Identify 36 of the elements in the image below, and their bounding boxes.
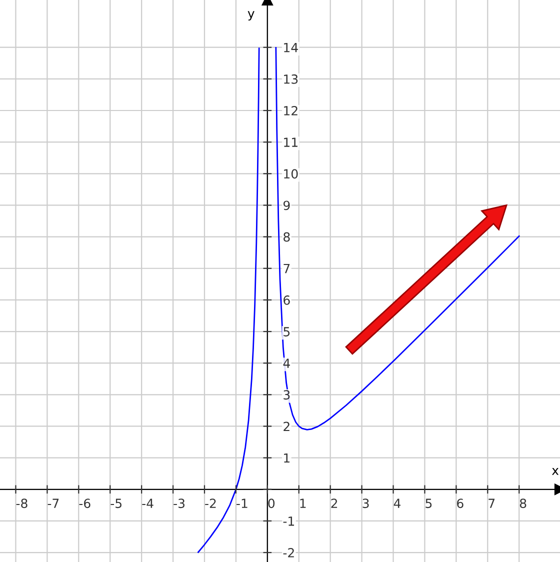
y-tick-label: 3 [284, 390, 290, 400]
x-tick-label: -1 [236, 498, 248, 508]
y-tick-label: 1 [284, 453, 290, 463]
y-tick-label: 13 [284, 74, 298, 84]
y-tick-label: 6 [284, 295, 290, 305]
y-tick-label: 9 [283, 200, 290, 210]
line-series [198, 48, 260, 553]
x-tick-label: 3 [362, 498, 369, 508]
x-tick-label: 2 [331, 498, 338, 508]
x-tick-label: -3 [174, 498, 184, 508]
x-tick-label: -7 [48, 498, 59, 508]
x-tick-label: 8 [520, 498, 526, 508]
x-tick-label: 7 [488, 498, 495, 508]
y-tick-label: 8 [284, 232, 290, 242]
x-tick-label: 0 [268, 498, 275, 508]
x-tick-label: -6 [79, 498, 90, 508]
x-axis-title: x [552, 468, 559, 475]
x-tick-label: -8 [16, 498, 28, 508]
y-tick-label: 14 [284, 42, 298, 52]
y-tick-label: -2 [283, 548, 294, 558]
x-tick-label: -5 [110, 498, 122, 508]
y-tick-label: 2 [284, 422, 290, 431]
x-tick-label: 5 [426, 498, 432, 508]
y-tick-label: -1 [283, 516, 294, 526]
x-tick-label: 1 [300, 498, 306, 508]
x-tick-label: 6 [457, 498, 464, 508]
y-tick-label: 5 [284, 327, 290, 336]
y-tick-label: 11 [284, 138, 298, 147]
x-tick-label: -2 [205, 498, 216, 508]
y-axis-title: y [248, 11, 254, 21]
x-tick-label: -4 [142, 498, 154, 508]
x-tick-label: 4 [394, 498, 401, 508]
y-tick-label: 7 [284, 264, 290, 274]
y-tick-label: 10 [284, 169, 298, 179]
y-tick-label: 12 [284, 106, 298, 116]
y-tick-label: 4 [283, 358, 290, 368]
